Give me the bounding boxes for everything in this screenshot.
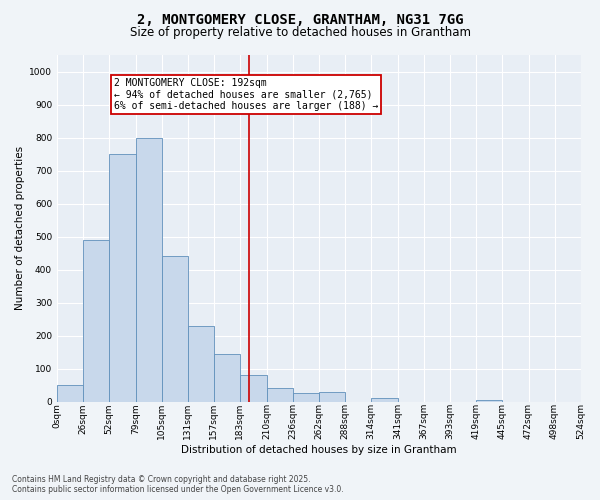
Bar	[293, 394, 319, 402]
Text: Size of property relative to detached houses in Grantham: Size of property relative to detached ho…	[130, 26, 470, 39]
Bar	[214, 354, 240, 402]
Bar	[162, 256, 188, 402]
Y-axis label: Number of detached properties: Number of detached properties	[15, 146, 25, 310]
X-axis label: Distribution of detached houses by size in Grantham: Distribution of detached houses by size …	[181, 445, 457, 455]
Bar	[109, 154, 136, 402]
Bar	[57, 385, 83, 402]
Text: Contains HM Land Registry data © Crown copyright and database right 2025.
Contai: Contains HM Land Registry data © Crown c…	[12, 474, 344, 494]
Bar	[267, 388, 293, 402]
Bar	[319, 392, 345, 402]
Bar	[476, 400, 502, 402]
Text: 2 MONTGOMERY CLOSE: 192sqm
← 94% of detached houses are smaller (2,765)
6% of se: 2 MONTGOMERY CLOSE: 192sqm ← 94% of deta…	[114, 78, 379, 112]
Bar	[136, 138, 162, 402]
Bar	[83, 240, 109, 402]
Bar	[240, 376, 267, 402]
Text: 2, MONTGOMERY CLOSE, GRANTHAM, NG31 7GG: 2, MONTGOMERY CLOSE, GRANTHAM, NG31 7GG	[137, 12, 463, 26]
Bar	[188, 326, 214, 402]
Bar	[371, 398, 398, 402]
